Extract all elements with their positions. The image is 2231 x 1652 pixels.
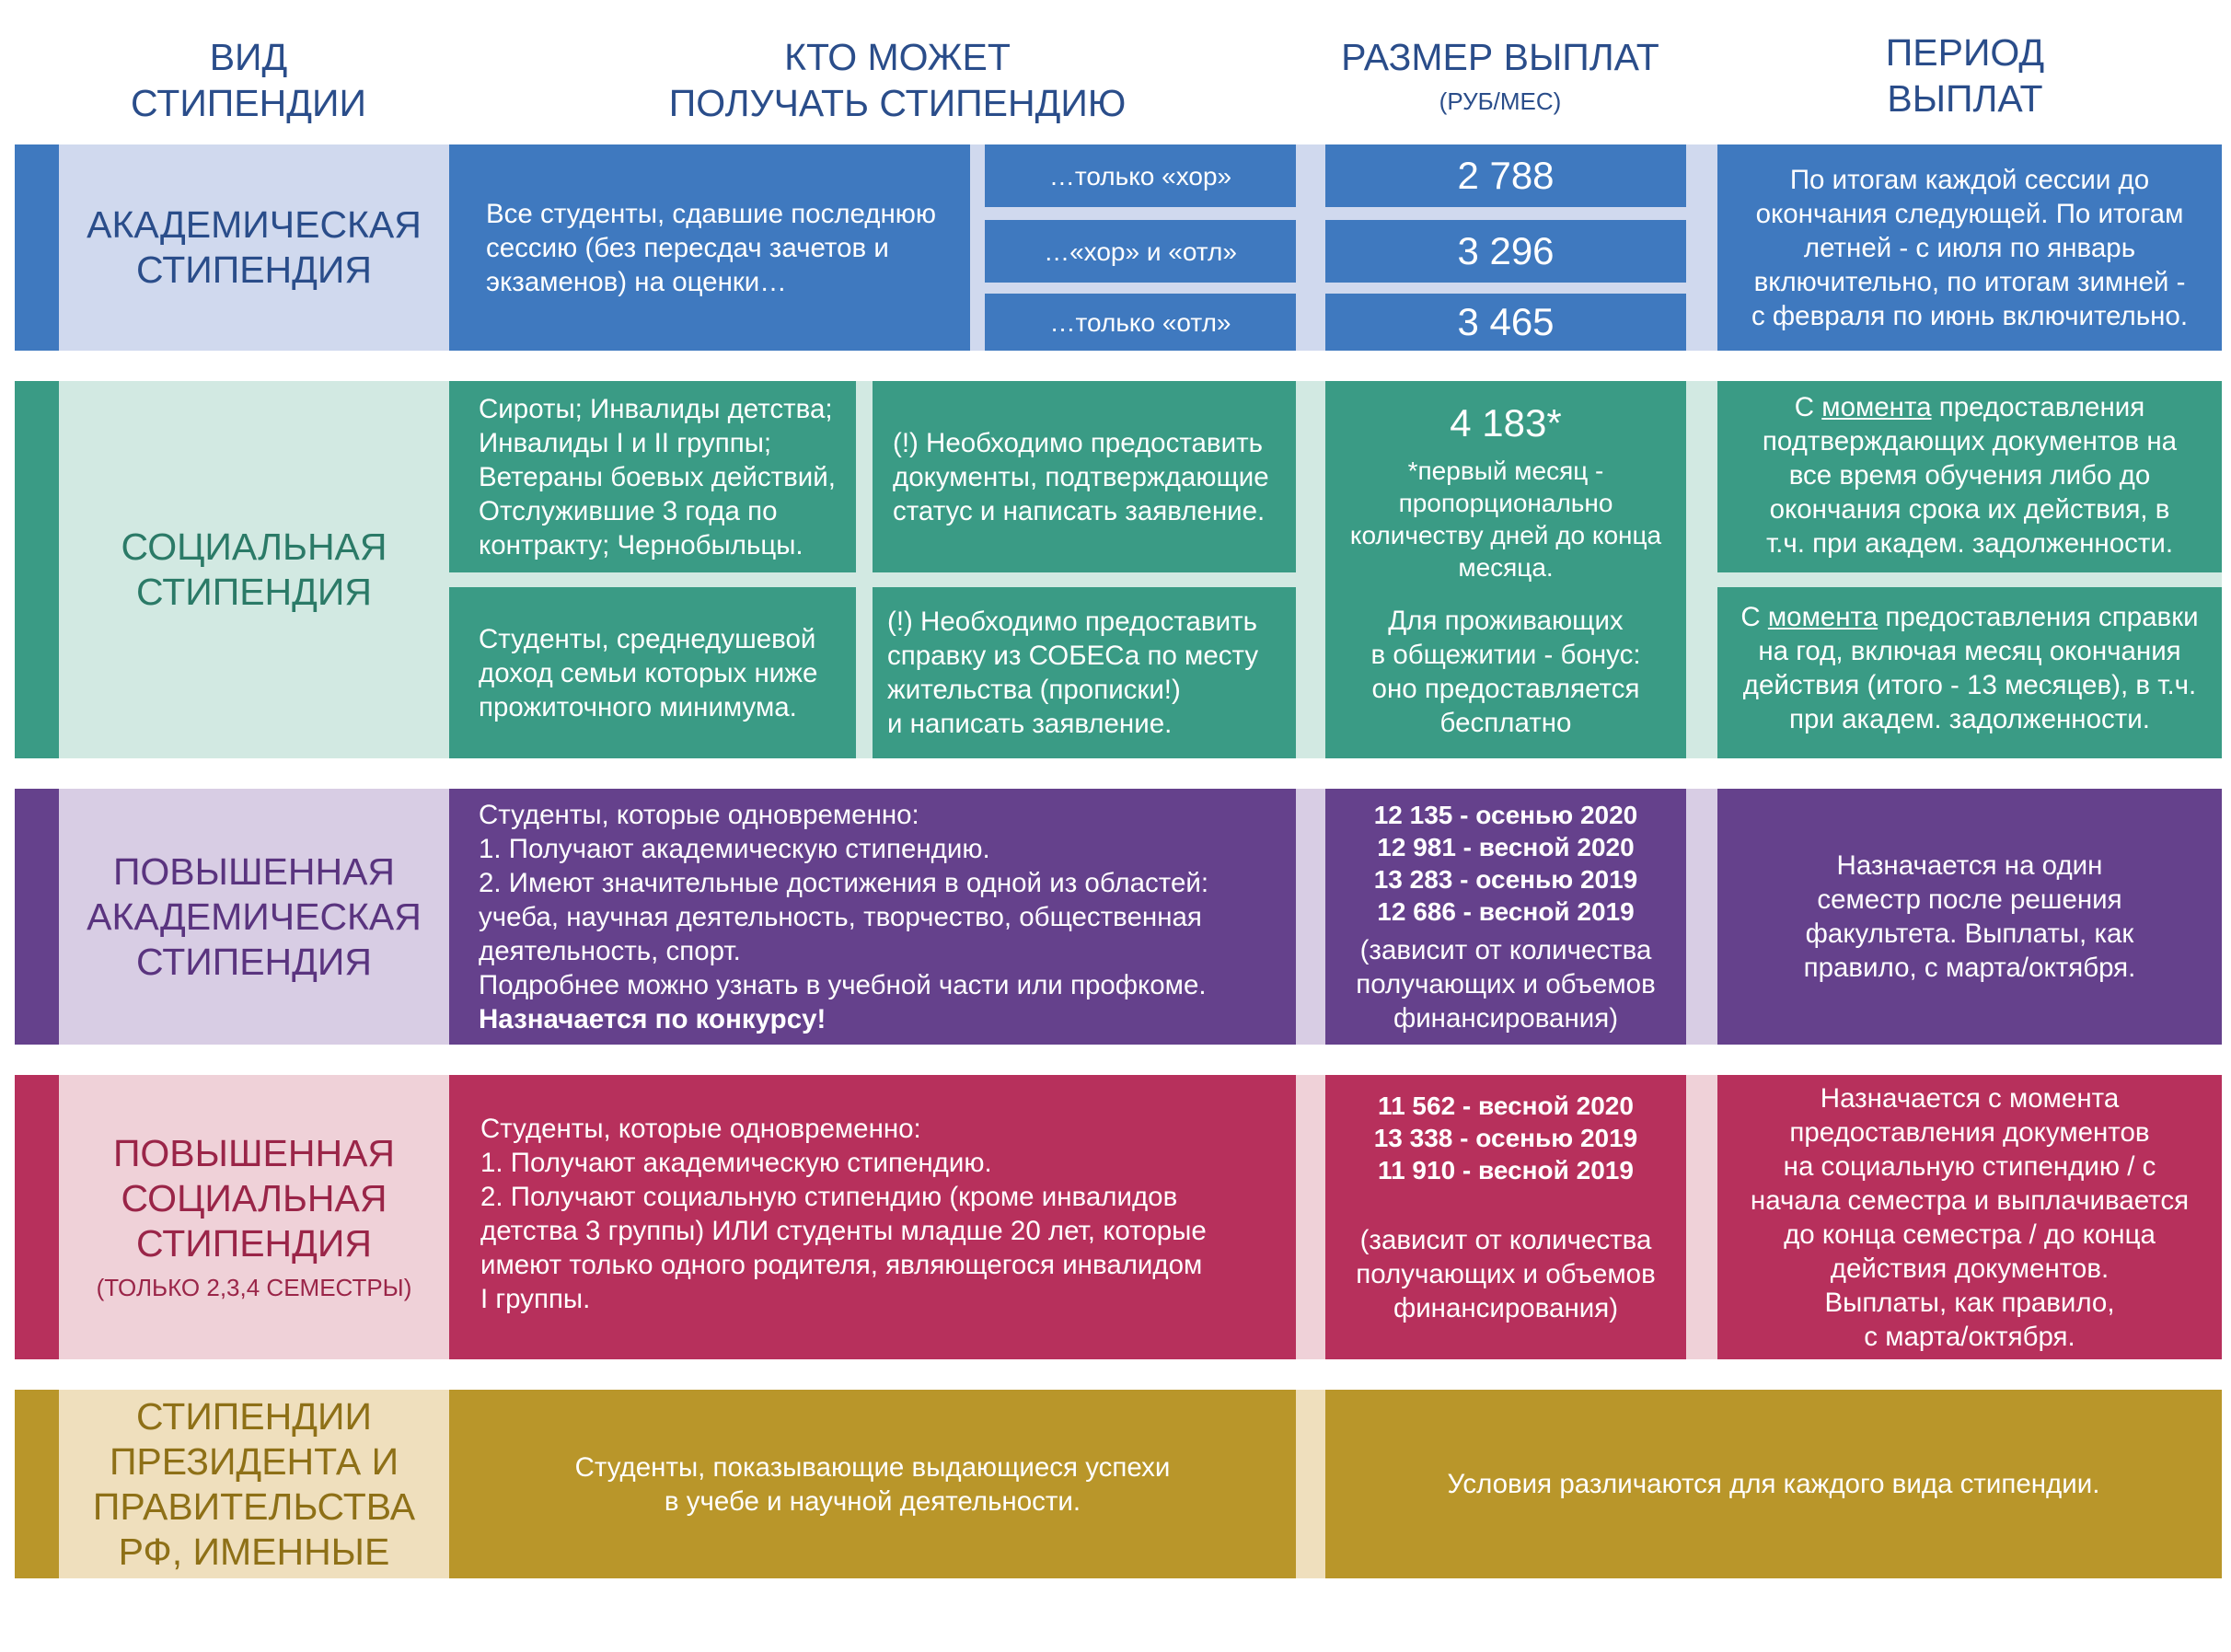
- president-left-bar: [15, 1390, 59, 1578]
- social-period-documents-text-b: предоставления подтверждающих документов…: [1762, 392, 2178, 559]
- social-amount-note: *первый месяц - пропорционально количест…: [1349, 456, 1662, 582]
- social-period-certificate-text-b: предоставления справки на год, включая м…: [1742, 602, 2199, 734]
- inc-academic-amount-note: (зависит от количества получающих и объе…: [1356, 934, 1656, 1034]
- inc-academic-period: Назначается на один семестр после решени…: [1717, 789, 2222, 1045]
- header-period: ПЕРИОД ВЫПЛАТ: [1885, 31, 2045, 120]
- social-dormitory-bonus: Для проживающих в общежитии - бонус: оно…: [1370, 606, 1641, 738]
- header-amount-unit: (РУБ/МЕС): [1439, 87, 1562, 115]
- inc-academic-name: ПОВЫШЕННАЯ АКАДЕМИЧЕСКАЯ СТИПЕНДИЯ: [87, 849, 422, 983]
- social-amount: 4 183*: [1450, 401, 1562, 445]
- president-name: СТИПЕНДИИ ПРЕЗИДЕНТА И ПРАВИТЕЛЬСТВА РФ,…: [92, 1394, 416, 1573]
- social-amount-cell: 4 183* *первый месяц - пропорционально к…: [1325, 381, 1686, 758]
- academic-grade-excellent: …только «отл»: [985, 294, 1296, 351]
- academic-amount-good: 2 788: [1325, 144, 1686, 207]
- inc-academic-amount-cell: 12 135 - осенью 2020 12 981 - весной 202…: [1325, 789, 1686, 1045]
- social-requirement-documents: (!) Необходимо предоставить документы, п…: [873, 381, 1296, 572]
- inc-social-semesters-note: (ТОЛЬКО 2,3,4 СЕМЕСТРЫ): [96, 1274, 412, 1301]
- academic-amount-good-excellent: 3 296: [1325, 220, 1686, 283]
- social-requirement-certificate: (!) Необходимо предоставить справку из С…: [873, 587, 1296, 758]
- president-conditions: Условия различаются для каждого вида сти…: [1325, 1390, 2222, 1578]
- academic-name: АКАДЕМИЧЕСКАЯ СТИПЕНДИЯ: [87, 203, 422, 291]
- header-who-can-receive: КТО МОЖЕТ ПОЛУЧАТЬ СТИПЕНДИЮ: [668, 36, 1127, 124]
- social-period-documents: С момента предоставления подтверждающих …: [1717, 381, 2222, 572]
- social-who-categories: Сироты; Инвалиды детства; Инвалиды I и I…: [449, 381, 856, 572]
- inc-social-amount-spring-2019: 11 910 - весной 2019: [1378, 1156, 1634, 1184]
- inc-academic-left-bar: [15, 789, 59, 1045]
- social-period-documents-link: момента: [1821, 392, 1932, 422]
- inc-social-amount-autumn-2019: 13 338 - осенью 2019: [1373, 1124, 1638, 1152]
- social-period-certificate-text-a: С: [1740, 602, 1768, 632]
- social-period-certificate: С момента предоставления справки на год,…: [1717, 587, 2222, 758]
- inc-academic-who-cell: Студенты, которые одновременно: 1. Получ…: [449, 789, 1296, 1045]
- inc-social-amount-spring-2020: 11 562 - весной 2020: [1378, 1092, 1634, 1120]
- header-scholarship-type: ВИД СТИПЕНДИИ: [131, 36, 366, 124]
- inc-academic-amount-autumn-2019: 13 283 - осенью 2019: [1373, 864, 1638, 894]
- academic-grade-good-excellent: …«хор» и «отл»: [985, 220, 1296, 283]
- social-name: СОЦИАЛЬНАЯ СТИПЕНДИЯ: [121, 526, 387, 613]
- academic-amount-excellent: 3 465: [1325, 294, 1686, 351]
- social-left-bar: [15, 381, 59, 758]
- inc-social-amount-cell: 11 562 - весной 2020 13 338 - осенью 201…: [1325, 1075, 1686, 1359]
- academic-who: Все студенты, сдавшие последнюю сессию (…: [449, 144, 970, 351]
- inc-academic-contest-note: Назначается по конкурсу!: [479, 1003, 827, 1034]
- social-period-certificate-link: момента: [1767, 602, 1878, 632]
- inc-social-name: ПОВЫШЕННАЯ СОЦИАЛЬНАЯ СТИПЕНДИЯ: [112, 1132, 396, 1265]
- academic-left-bar: [15, 144, 59, 351]
- social-period-documents-text-a: С: [1794, 392, 1822, 422]
- academic-period: По итогам каждой сессии до окончания сле…: [1717, 144, 2222, 351]
- president-who: Студенты, показывающие выдающиеся успехи…: [449, 1390, 1296, 1578]
- inc-academic-amount-autumn-2020: 12 135 - осенью 2020: [1373, 800, 1638, 829]
- academic-grade-good: …только «хор»: [985, 144, 1296, 207]
- inc-social-period: Назначается с момента предоставления док…: [1717, 1075, 2222, 1359]
- inc-academic-amount-spring-2019: 12 686 - весной 2019: [1377, 896, 1635, 926]
- inc-social-left-bar: [15, 1075, 59, 1359]
- inc-social-amount-note: (зависит от количества получающих и объе…: [1356, 1225, 1656, 1323]
- inc-academic-who: Студенты, которые одновременно: 1. Получ…: [479, 799, 1209, 1000]
- inc-academic-amount-spring-2020: 12 981 - весной 2020: [1377, 832, 1635, 861]
- header-amount: РАЗМЕР ВЫПЛАТ: [1341, 36, 1659, 78]
- inc-social-who: Студенты, которые одновременно: 1. Получ…: [449, 1075, 1296, 1359]
- social-who-low-income: Студенты, среднедушевой доход семьи кото…: [449, 587, 856, 758]
- inc-social-name-cell: ПОВЫШЕННАЯ СОЦИАЛЬНАЯ СТИПЕНДИЯ (ТОЛЬКО …: [59, 1075, 449, 1359]
